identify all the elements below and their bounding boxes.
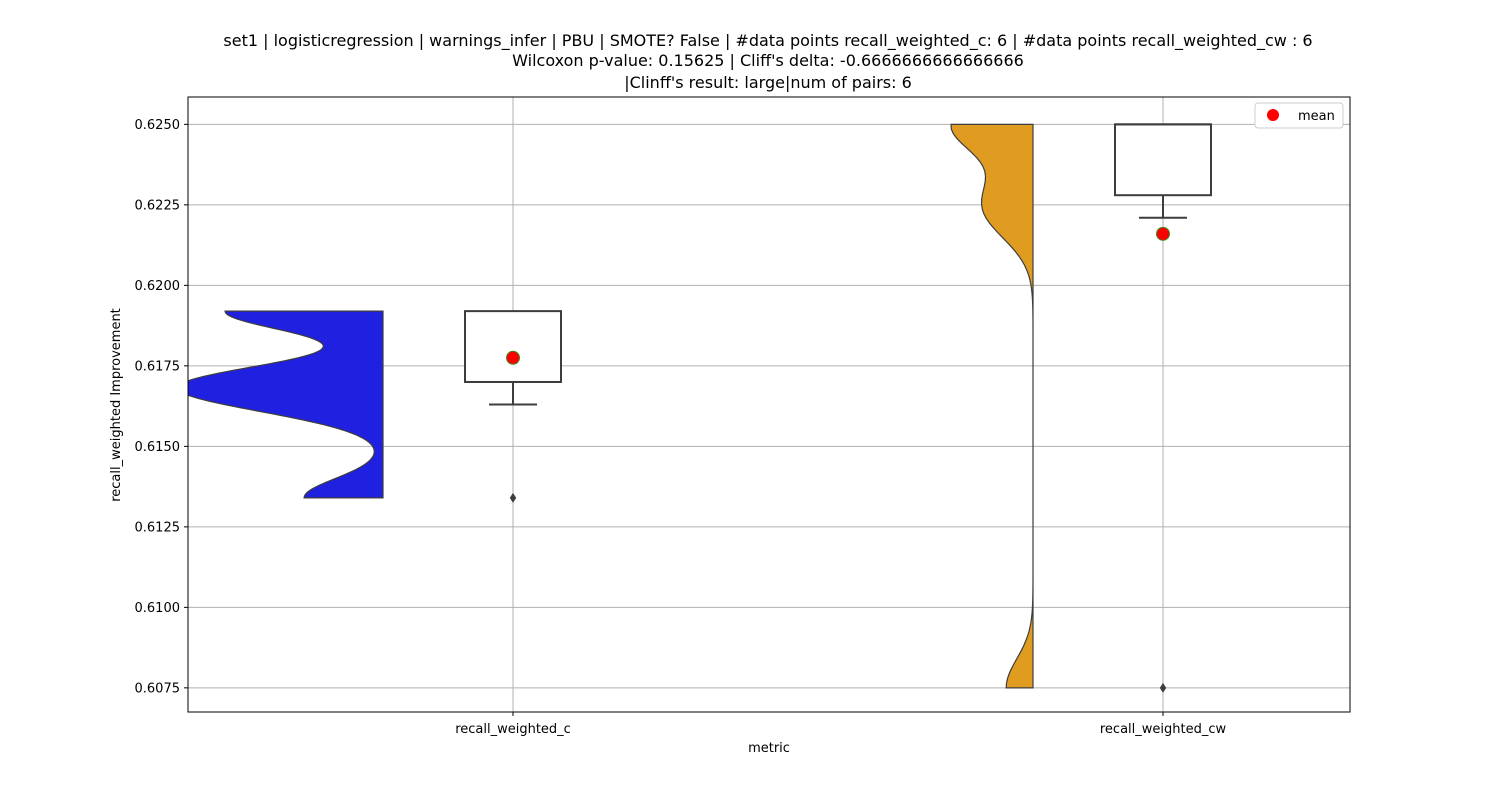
title-line-2: Wilcoxon p-value: 0.15625 | Cliff's delt… — [512, 51, 1024, 70]
x-tick-label: recall_weighted_cw — [1100, 722, 1227, 737]
y-tick-label: 0.6075 — [135, 681, 181, 696]
y-tick-label: 0.6200 — [135, 279, 181, 294]
title-line-1: set1 | logisticregression | warnings_inf… — [223, 31, 1312, 51]
chart-title: set1 | logisticregression | warnings_inf… — [223, 31, 1312, 92]
y-tick-label: 0.6125 — [135, 520, 181, 535]
mean-marker — [506, 350, 520, 365]
y-tick-label: 0.6100 — [135, 601, 181, 616]
y-tick-label: 0.6250 — [135, 118, 181, 133]
y-axis-ticks: 0.6075 0.6100 0.6125 0.6150 0.6175 0.6200 0.62… — [135, 118, 188, 696]
violin-recall_weighted_c — [188, 310, 384, 499]
violins — [188, 123, 1034, 689]
box-recall_weighted_cw — [1114, 123, 1212, 693]
x-tick-label: recall_weighted_c — [455, 722, 571, 737]
title-line-3: |Clinff's result: large|num of pairs: 6 — [624, 73, 912, 92]
mean-marker — [1156, 226, 1170, 241]
outlier-point — [1159, 682, 1167, 693]
y-tick-label: 0.6175 — [135, 359, 181, 374]
legend-mean-marker — [1267, 109, 1279, 121]
violin-recall_weighted_cw — [950, 123, 1034, 689]
box-iqr — [1114, 123, 1212, 197]
box-plots — [464, 123, 1212, 693]
legend-mean-label: mean — [1298, 109, 1335, 124]
x-axis-label: metric — [748, 741, 790, 756]
y-tick-label: 0.6150 — [135, 440, 181, 455]
box-iqr — [464, 310, 562, 383]
x-axis-ticks: recall_weighted_c recall_weighted_cw — [455, 712, 1226, 737]
box-recall_weighted_c — [464, 310, 562, 503]
y-axis-label: recall_weighted Improvement — [109, 308, 124, 502]
outlier-point — [509, 492, 517, 503]
y-tick-label: 0.6225 — [135, 198, 181, 213]
plot-frame — [187, 96, 1351, 713]
legend-frame — [1254, 102, 1344, 129]
legend: mean — [1254, 102, 1344, 129]
